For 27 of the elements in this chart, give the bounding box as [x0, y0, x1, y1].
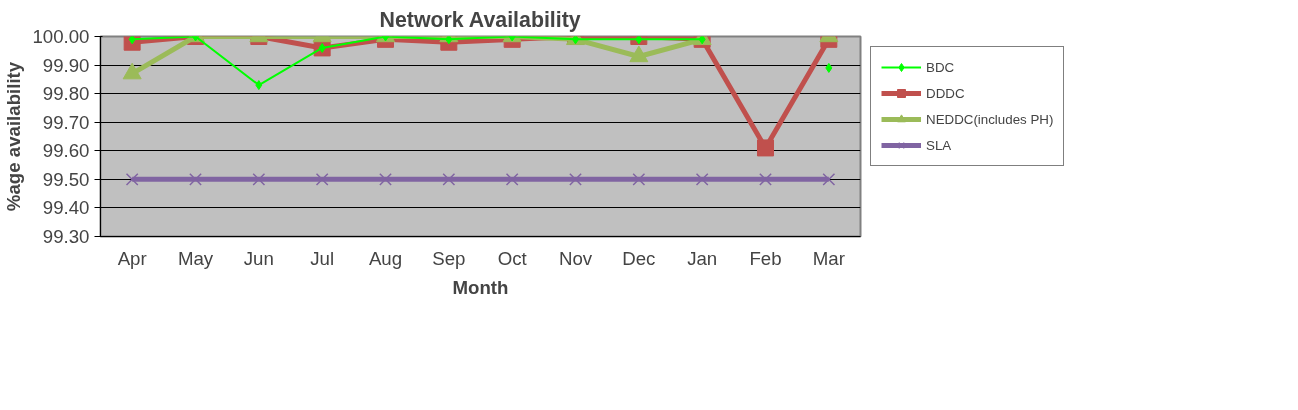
y-tick-label: 99.90 [42, 54, 90, 76]
x-tick-label: Sep [432, 247, 466, 269]
y-tick-label: 99.60 [42, 140, 90, 162]
x-tick-label: May [177, 247, 214, 269]
x-tick-label: Apr [117, 247, 147, 269]
x-tick-label: Mar [812, 247, 845, 269]
y-tick-label: 100.00 [32, 26, 90, 47]
y-tick-label: 99.40 [42, 197, 90, 219]
legend-label: SLA [926, 137, 952, 153]
x-tick-label: Dec [622, 247, 656, 269]
legend-label: NEDDC(includes PH) [926, 111, 1054, 127]
legend-label: DDDC [926, 85, 965, 101]
x-tick-label: Nov [558, 247, 593, 269]
x-tick-label: Aug [368, 247, 403, 269]
x-tick-label: Jan [687, 247, 718, 269]
legend-label: BDC [926, 59, 955, 75]
x-tick-label: Feb [749, 247, 782, 269]
chart-title: Network Availability [379, 7, 581, 32]
x-tick-label: Jun [243, 247, 274, 269]
y-tick-label: 99.50 [42, 168, 90, 190]
x-tick-label: Oct [497, 247, 528, 269]
y-tick-label: 99.70 [42, 111, 90, 133]
x-tick-label: Jul [310, 247, 335, 269]
y-tick-label: 99.30 [42, 226, 90, 247]
y-axis-title: %age availability [3, 61, 25, 212]
x-axis-title: Month [452, 276, 509, 298]
y-tick-label: 99.80 [42, 83, 90, 105]
